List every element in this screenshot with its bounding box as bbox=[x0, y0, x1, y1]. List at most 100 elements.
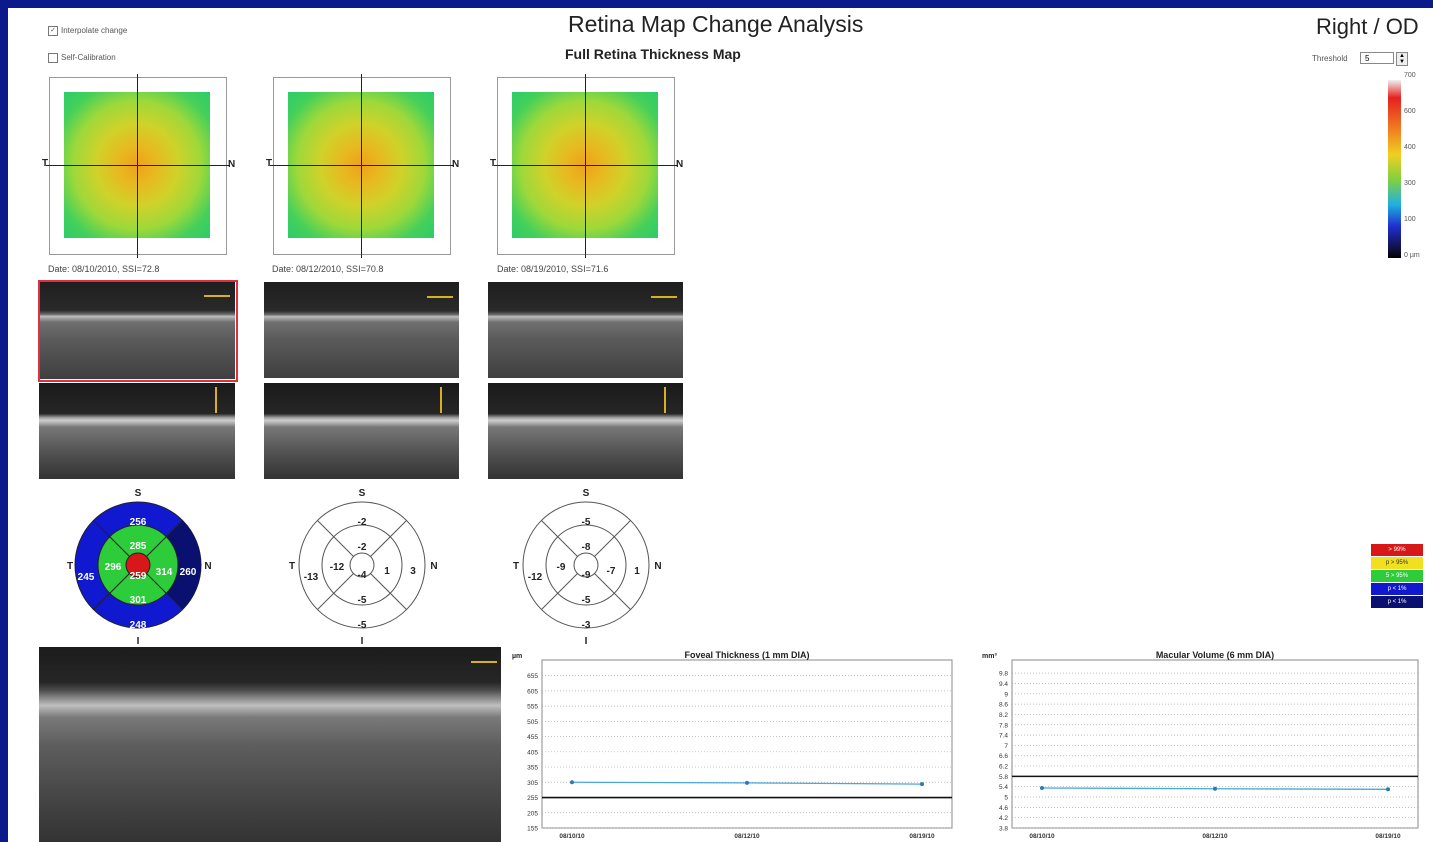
selected-scan-highlight bbox=[38, 280, 238, 382]
value-s-outer: -5 bbox=[582, 517, 591, 528]
chart-foveal-thickness-svg: µm Foveal Thickness (1 mm DIA) 155 205 255 30… bbox=[512, 650, 953, 840]
colorbar-tick: 100 bbox=[1404, 216, 1416, 223]
chart-xtick-label: 08/12/10 bbox=[734, 833, 760, 840]
map-crosshair-vertical bbox=[137, 74, 138, 258]
thickness-map-2[interactable]: T N bbox=[266, 74, 459, 258]
outer-nasal-sector bbox=[166, 520, 201, 610]
legend-swatch: p < 1% bbox=[1371, 583, 1423, 595]
chart-point bbox=[1040, 786, 1044, 790]
threshold-input[interactable]: 5 bbox=[1360, 52, 1394, 64]
oct-bscan-horizontal-3[interactable] bbox=[488, 282, 683, 378]
value-t-outer: -13 bbox=[304, 572, 319, 583]
grid-label-superior: S bbox=[583, 488, 590, 499]
chart-ytick-label: 655 bbox=[527, 673, 538, 680]
map-label-temporal: T bbox=[42, 158, 49, 169]
chart-ytick-label: 505 bbox=[527, 719, 538, 726]
oct-bscan-vertical-3[interactable] bbox=[488, 383, 683, 479]
value-i-outer: -5 bbox=[358, 620, 367, 631]
value-i-outer: 248 bbox=[130, 620, 147, 631]
value-n-outer: 3 bbox=[410, 566, 416, 577]
value-i-inner: -5 bbox=[582, 595, 591, 606]
oct-bscan-horizontal-2[interactable] bbox=[264, 282, 459, 378]
oct-bscan-vertical-2[interactable] bbox=[264, 383, 459, 479]
thickness-map-1[interactable]: T N bbox=[42, 74, 235, 258]
grid-label-temporal: T bbox=[513, 561, 519, 572]
grid-label-nasal: N bbox=[654, 561, 661, 572]
scan-date-2: Date: 08/12/2010, SSI=70.8 bbox=[272, 264, 384, 274]
scan-position-arrow-icon bbox=[440, 387, 442, 413]
chart-ytick-label: 6.6 bbox=[999, 753, 1008, 760]
value-n-outer: 260 bbox=[180, 567, 197, 578]
center-subfield bbox=[125, 552, 151, 578]
page-title: Retina Map Change Analysis bbox=[568, 11, 864, 37]
value-center: 259 bbox=[130, 571, 147, 582]
oct-bscan-large[interactable] bbox=[39, 647, 501, 842]
grid-label-nasal: N bbox=[204, 561, 211, 572]
value-n-inner: -7 bbox=[607, 566, 616, 577]
chart-foveal-thickness: µm Foveal Thickness (1 mm DIA) 155 205 255 30… bbox=[508, 646, 960, 842]
map-crosshair-horizontal bbox=[494, 165, 678, 166]
chart-macular-volume: mm³ Macular Volume (6 mm DIA) 3.8 4.2 4.6 5 5.… bbox=[978, 646, 1426, 842]
oct-bscan-horizontal-1[interactable] bbox=[39, 281, 235, 379]
value-n-outer: 1 bbox=[634, 566, 640, 577]
chart-xtick-label: 08/10/10 bbox=[559, 833, 585, 840]
colorbar-tick: 600 bbox=[1404, 108, 1416, 115]
spinner-up-icon[interactable]: ▲ bbox=[1399, 53, 1405, 59]
spinner-down-icon[interactable]: ▼ bbox=[1399, 59, 1405, 65]
checkbox-checked-icon[interactable]: ✓ bbox=[48, 26, 58, 36]
value-t-outer: -12 bbox=[528, 572, 543, 583]
thickness-map-3[interactable]: T N bbox=[490, 74, 683, 258]
chart-point bbox=[920, 782, 924, 787]
map-label-nasal: N bbox=[452, 159, 460, 170]
chart-ytick-label: 455 bbox=[527, 734, 538, 741]
map-crosshair-horizontal bbox=[270, 165, 454, 166]
value-center: -9 bbox=[582, 570, 591, 581]
grid-label-temporal: T bbox=[67, 561, 73, 572]
page-subtitle: Full Retina Thickness Map bbox=[565, 46, 741, 62]
grid-label-superior: S bbox=[359, 488, 366, 499]
scan-position-arrow-icon bbox=[664, 387, 666, 413]
chart-frame bbox=[1011, 659, 1419, 829]
value-t-inner: -9 bbox=[557, 562, 566, 573]
chart-ytick-label: 305 bbox=[527, 780, 538, 787]
scan-position-arrow-icon bbox=[427, 296, 453, 298]
threshold-value: 5 bbox=[1365, 54, 1370, 63]
chart-ytick-label: 4.2 bbox=[999, 815, 1008, 822]
scan-date-1: Date: 08/10/2010, SSI=72.8 bbox=[48, 264, 160, 274]
legend-swatch: p > 95% bbox=[1371, 557, 1423, 569]
map-label-temporal: T bbox=[266, 158, 273, 169]
option-interpolate[interactable]: ✓ Interpolate change bbox=[48, 26, 127, 36]
colorbar-tick: 400 bbox=[1404, 144, 1416, 151]
map-label-nasal: N bbox=[676, 159, 684, 170]
report-frame: ✓ Interpolate change Self-Calibration Ret… bbox=[8, 8, 1433, 842]
chart-point bbox=[1386, 787, 1390, 792]
chart-ytick-label: 5.4 bbox=[999, 784, 1008, 791]
chart-ytick-label: 205 bbox=[527, 810, 538, 817]
chart-point bbox=[1213, 786, 1217, 791]
chart-ytick-label: 8.6 bbox=[999, 702, 1008, 709]
value-s-outer: -2 bbox=[358, 517, 367, 528]
chart-point bbox=[745, 780, 749, 785]
value-n-inner: 314 bbox=[156, 567, 173, 578]
legend-label: p < 1% bbox=[1387, 586, 1407, 592]
chart-ytick-label: 255 bbox=[527, 795, 538, 802]
map-label-temporal: T bbox=[490, 158, 497, 169]
legend-label: > 99% bbox=[1388, 547, 1406, 553]
etdrs-grid-change-2[interactable]: S I T N -2 -2 -13 -12 -4 1 3 -5 -5 bbox=[284, 484, 444, 646]
etdrs-grid-change-3[interactable]: S I T N -5 -8 -12 -9 -9 -7 1 -5 -3 bbox=[508, 484, 668, 646]
value-n-inner: 1 bbox=[384, 566, 390, 577]
oct-bscan-vertical-1[interactable] bbox=[39, 383, 235, 479]
value-i-inner: -5 bbox=[358, 595, 367, 606]
chart-ytick-label: 405 bbox=[527, 749, 538, 756]
option-self-calibration[interactable]: Self-Calibration bbox=[48, 53, 116, 63]
checkbox-unchecked-icon[interactable] bbox=[48, 53, 58, 63]
threshold-spinner[interactable]: ▲ ▼ bbox=[1396, 52, 1408, 66]
value-center: -4 bbox=[358, 570, 367, 581]
scan-position-arrow-icon bbox=[651, 296, 677, 298]
map-crosshair-horizontal bbox=[46, 165, 230, 166]
etdrs-grid-baseline[interactable]: S I T N 256 285 245 296 259 314 260 301 … bbox=[60, 484, 220, 646]
chart-point bbox=[570, 780, 574, 785]
chart-ylabel: mm³ bbox=[982, 653, 997, 660]
map-crosshair-vertical bbox=[361, 74, 362, 258]
colorbar-tick: 700 bbox=[1404, 72, 1416, 79]
